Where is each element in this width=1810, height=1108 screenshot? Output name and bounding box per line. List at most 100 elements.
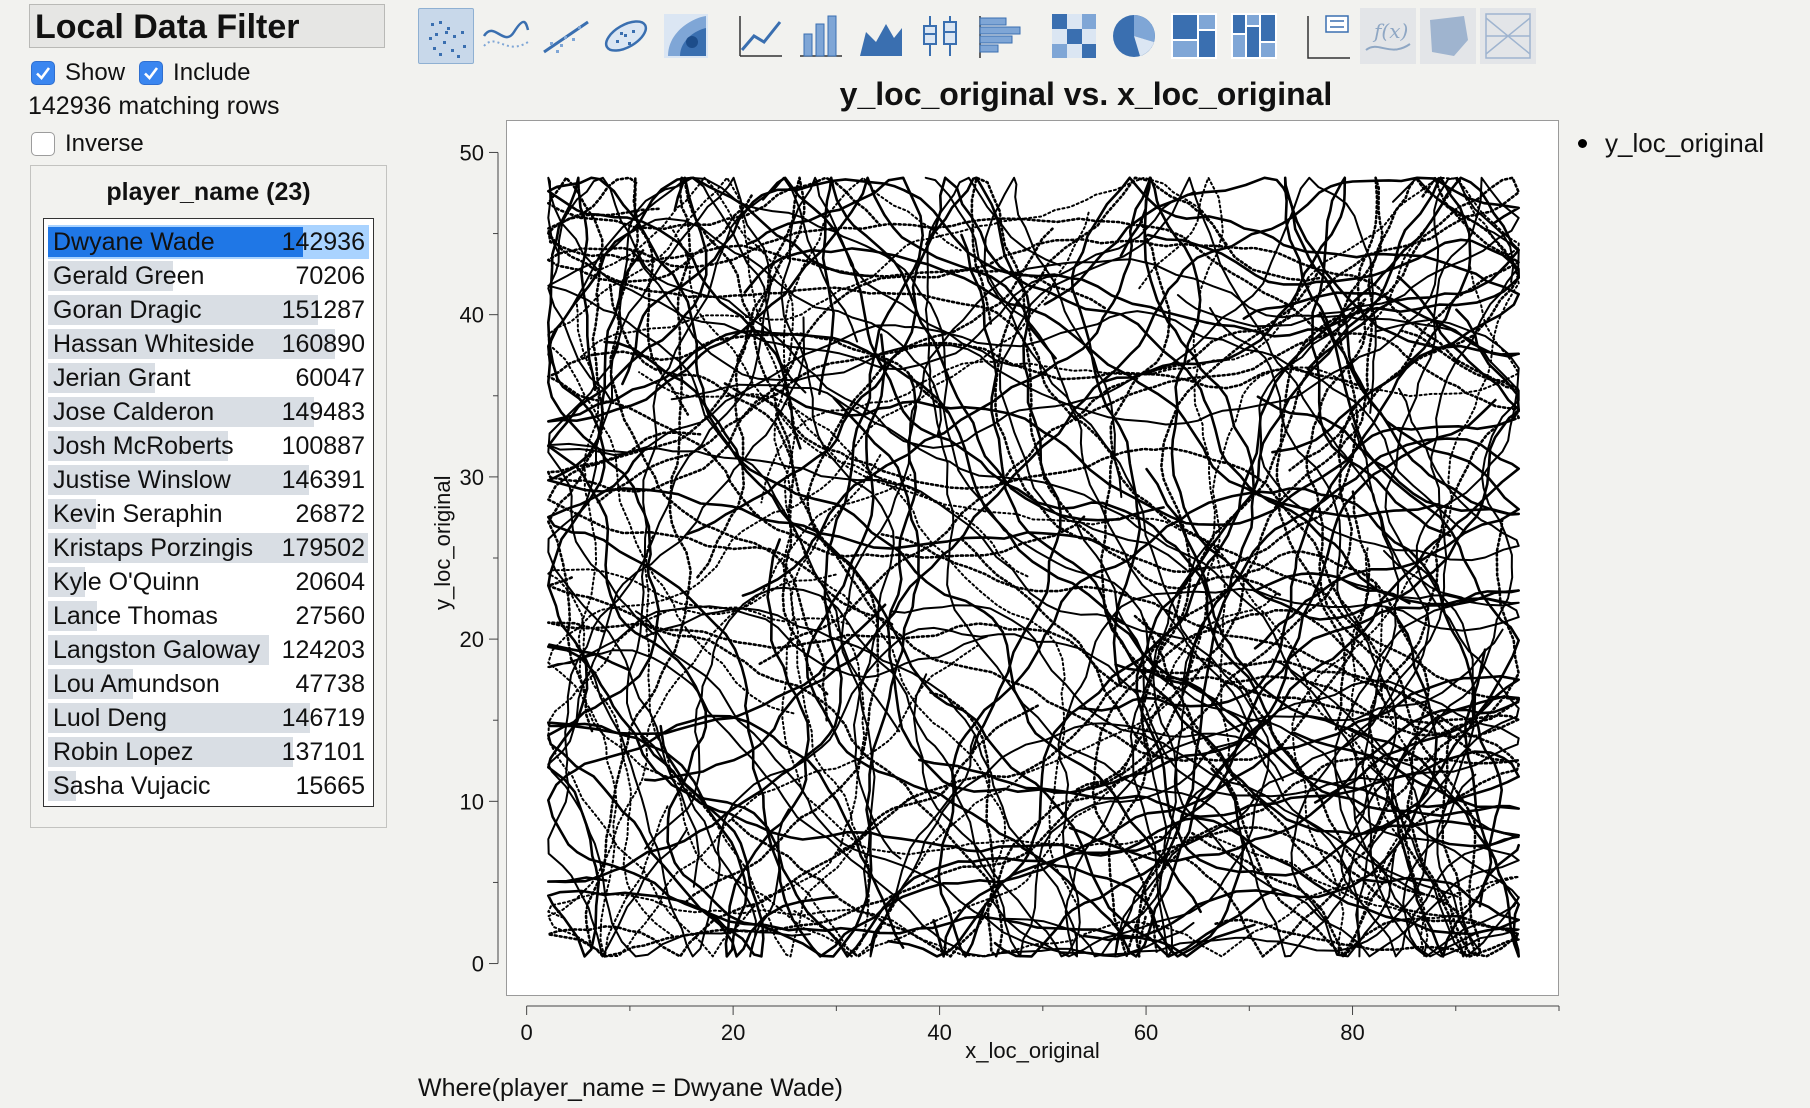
- count-bar: [48, 295, 318, 325]
- box-plot-button[interactable]: [912, 8, 968, 64]
- treemap-button[interactable]: [1166, 8, 1222, 64]
- trajectory-path: [547, 176, 807, 888]
- trajectory-path: [891, 318, 1520, 958]
- formula-button[interactable]: f(x): [1360, 8, 1416, 64]
- pie-button[interactable]: [1106, 8, 1162, 64]
- trajectory-path: [918, 750, 1520, 818]
- list-item[interactable]: Kyle O'Quinn 20604: [48, 565, 369, 599]
- list-item[interactable]: Luol Deng 146719: [48, 701, 369, 735]
- line-of-fit-icon: [543, 20, 589, 54]
- player-name: Robin Lopez: [53, 737, 194, 766]
- trajectory-path: [731, 176, 1520, 958]
- ellipse-button[interactable]: [598, 8, 654, 64]
- x-axis-label: x_loc_original: [965, 1038, 1100, 1063]
- mosaic-button[interactable]: [1226, 8, 1282, 64]
- trajectory-path: [805, 333, 1497, 958]
- trajectory-path: [834, 550, 1468, 958]
- trajectory-path: [960, 233, 1520, 848]
- show-label: Show: [65, 59, 126, 86]
- histogram-icon: [979, 16, 1021, 58]
- points-icon: [429, 21, 466, 58]
- trajectory-path: [547, 176, 872, 958]
- list-item[interactable]: Kevin Seraphin 26872: [48, 497, 369, 531]
- list-item[interactable]: Jerian Grant 60047: [48, 361, 369, 395]
- count-bar: [48, 601, 98, 631]
- list-item[interactable]: Sasha Vujacic 15665: [48, 769, 369, 803]
- line-chart-button[interactable]: [732, 8, 788, 64]
- x-tick-label: 80: [1340, 1020, 1364, 1045]
- box-plot-icon: [923, 16, 957, 56]
- checkmark-icon: [144, 67, 159, 80]
- include-label: Include: [173, 59, 251, 86]
- player-name: Justise Winslow: [53, 465, 231, 494]
- trajectory-path: [1075, 176, 1384, 791]
- player-count: 60047: [295, 363, 365, 392]
- trajectory-path: [1134, 660, 1520, 958]
- trajectory-path: [621, 178, 1520, 386]
- trajectory-path: [773, 176, 1520, 920]
- contour-icon: [664, 14, 708, 58]
- line-of-fit-button[interactable]: [538, 8, 594, 64]
- count-bar: [48, 703, 310, 733]
- trajectory-path: [547, 573, 866, 958]
- histogram-button[interactable]: [972, 8, 1028, 64]
- trajectory-path: [793, 265, 1520, 958]
- list-item[interactable]: Lance Thomas 27560: [48, 599, 369, 633]
- contour-button[interactable]: [658, 8, 714, 64]
- trajectory-path: [547, 211, 1090, 958]
- list-item[interactable]: Langston Galoway 124203: [48, 633, 369, 667]
- caption-box-button[interactable]: [1300, 8, 1356, 64]
- trajectory-path: [840, 258, 1520, 904]
- show-checkbox[interactable]: [31, 61, 55, 85]
- heatmap-button[interactable]: [1046, 8, 1102, 64]
- bar-chart-button[interactable]: [792, 8, 848, 64]
- list-item[interactable]: Justise Winslow 146391: [48, 463, 369, 497]
- include-checkbox[interactable]: [139, 61, 164, 85]
- trajectory-path: [547, 207, 1282, 597]
- trajectory-path: [547, 176, 1377, 449]
- trajectory-path: [547, 176, 921, 958]
- list-item[interactable]: Robin Lopez 137101: [48, 735, 369, 769]
- player-name-list[interactable]: Dwyane Wade 142936 Gerald Green 70206 Goran …: [43, 218, 374, 807]
- filter-title[interactable]: Local Data Filter: [29, 4, 385, 48]
- player-name: Jose Calderon: [53, 397, 215, 426]
- player-name: Josh McRoberts: [53, 431, 234, 460]
- plot-area[interactable]: [506, 120, 1559, 996]
- list-item[interactable]: Josh McRoberts 100887: [48, 429, 369, 463]
- trajectory-path: [629, 176, 1515, 426]
- line-chart-icon: [739, 16, 782, 57]
- parallel-button[interactable]: [1480, 8, 1536, 64]
- list-item[interactable]: Gerald Green 70206: [48, 259, 369, 293]
- list-item[interactable]: Goran Dragic 151287: [48, 293, 369, 327]
- x-tick-label: 20: [721, 1020, 745, 1045]
- x-tick-label: 60: [1134, 1020, 1158, 1045]
- list-item[interactable]: Kristaps Porzingis 179502: [48, 531, 369, 565]
- inverse-checkbox[interactable]: [31, 132, 55, 156]
- list-item[interactable]: Dwyane Wade 142936: [48, 225, 369, 259]
- trajectory-path: [937, 487, 1503, 958]
- where-clause: Where(player_name = Dwyane Wade): [418, 1074, 843, 1102]
- count-bar: [48, 771, 76, 801]
- list-item[interactable]: Lou Amundson 47738: [48, 667, 369, 701]
- count-bar: [48, 533, 369, 563]
- map-shapes-button[interactable]: [1420, 8, 1476, 64]
- area-chart-button[interactable]: [852, 8, 908, 64]
- list-item[interactable]: Hassan Whiteside 160890: [48, 327, 369, 361]
- trajectory-path: [547, 868, 1388, 958]
- legend[interactable]: y_loc_original: [1578, 128, 1764, 159]
- list-title: player_name (23): [106, 178, 311, 206]
- points-button[interactable]: [418, 8, 474, 64]
- player-count: 26872: [295, 499, 365, 528]
- area-chart-icon: [860, 24, 902, 56]
- player-name: Kevin Seraphin: [53, 499, 223, 528]
- trajectory-path: [1258, 302, 1520, 562]
- trajectory-path: [547, 568, 850, 938]
- trajectory-path: [1104, 176, 1452, 537]
- trajectory-path: [760, 176, 1520, 504]
- treemap-icon: [1171, 13, 1217, 59]
- count-bar: [48, 397, 315, 427]
- smoother-button[interactable]: [478, 8, 534, 64]
- list-item[interactable]: Jose Calderon 149483: [48, 395, 369, 429]
- trajectory-path: [547, 176, 924, 884]
